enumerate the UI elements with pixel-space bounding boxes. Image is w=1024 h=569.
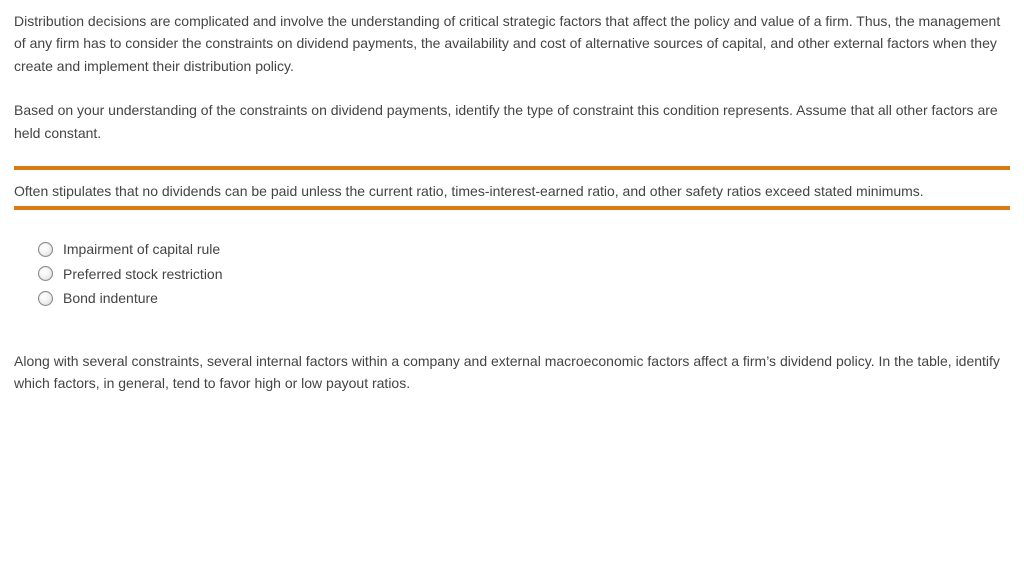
option-label: Preferred stock restriction bbox=[63, 263, 223, 285]
closing-paragraph: Along with several constraints, several … bbox=[14, 350, 1010, 395]
option-row[interactable]: Bond indenture bbox=[38, 287, 1010, 309]
condition-text: Often stipulates that no dividends can b… bbox=[14, 180, 1010, 202]
intro-paragraph: Distribution decisions are complicated a… bbox=[14, 10, 1010, 77]
option-label: Bond indenture bbox=[63, 287, 158, 309]
radio-icon[interactable] bbox=[38, 291, 53, 306]
instruction-paragraph: Based on your understanding of the const… bbox=[14, 99, 1010, 144]
options-group: Impairment of capital rule Preferred sto… bbox=[38, 238, 1010, 309]
radio-icon[interactable] bbox=[38, 242, 53, 257]
divider-bottom bbox=[14, 206, 1010, 210]
radio-icon[interactable] bbox=[38, 266, 53, 281]
divider-top bbox=[14, 166, 1010, 170]
option-row[interactable]: Preferred stock restriction bbox=[38, 263, 1010, 285]
option-label: Impairment of capital rule bbox=[63, 238, 220, 260]
option-row[interactable]: Impairment of capital rule bbox=[38, 238, 1010, 260]
